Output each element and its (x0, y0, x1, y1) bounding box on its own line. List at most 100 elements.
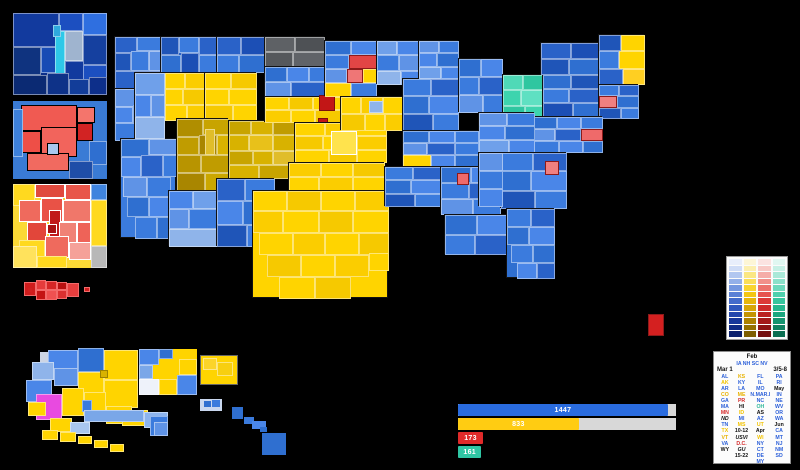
scale-swatch (743, 291, 756, 298)
florida-red-county (648, 314, 664, 336)
bar-row: 1447 (458, 404, 698, 416)
scale-swatch (743, 324, 756, 331)
cal-entry-mo: MO (756, 385, 765, 392)
scale-swatch (743, 259, 756, 265)
cal-entry-oh: OH (756, 404, 765, 411)
scale-swatch (758, 272, 771, 278)
cal-entry-il: IL (758, 379, 763, 386)
scale-swatch (729, 291, 742, 298)
scale-swatch (729, 285, 742, 291)
scale-swatch (772, 318, 785, 324)
scale-swatch (772, 305, 785, 311)
bar-row: 173 (458, 432, 698, 444)
cal-entry-fl: FL (757, 373, 764, 380)
cal-entry-my: MY (756, 458, 765, 465)
scale-swatch (758, 259, 771, 265)
scale-swatch (758, 291, 771, 298)
scale-swatch (772, 311, 785, 318)
scale-swatch (729, 272, 742, 278)
scale-swatch (743, 311, 756, 318)
cal-entry-wy: WY (720, 446, 730, 453)
cal-entry-wi: WI (757, 434, 764, 441)
scale-swatch (729, 305, 742, 311)
cal-entry-tn: TN (721, 422, 729, 429)
scale-swatch (772, 291, 785, 298)
cal-entry-az: AZ (756, 416, 764, 423)
scale-column-yellow-scale (743, 259, 756, 337)
cal-entry-nc: NC (756, 397, 765, 404)
scale-swatch (729, 278, 742, 285)
cal-entry-in: IN (776, 391, 782, 398)
cal-entry-vt: VT (721, 434, 729, 441)
cal-entry-jun: Jun (774, 422, 784, 429)
cal-feb-label: Feb (746, 354, 758, 360)
cal-entry-as: AS (756, 410, 764, 417)
cal-entry-wv: WV (774, 404, 784, 411)
us-county-map (112, 18, 752, 348)
scale-swatch (743, 272, 756, 278)
bar-row: 161 (458, 446, 698, 458)
cal-col-4: PA RI May IN NE WV OR WA Jun CA MT NJ NM SD (771, 374, 787, 465)
bar-candidate-3: 173 (458, 432, 484, 444)
new-england-inset (12, 12, 108, 96)
scale-swatch (758, 298, 771, 305)
cal-entry-dc: D.C. (736, 440, 747, 447)
cal-entry-wa: WA (774, 416, 784, 423)
bar-sanders: 833 (458, 418, 579, 430)
delegate-bar-chart: 1447 833 173 161 (458, 404, 698, 462)
scale-swatch (772, 298, 785, 305)
cal-entry-mn: MN (720, 410, 729, 417)
cal-entry-ne: NE (775, 397, 783, 404)
scale-swatch (758, 285, 771, 291)
cal-entry-va: VA (721, 440, 729, 447)
cal-col-2: KS KY LA ME PR HI ID MI MS 10-12 USVI D.C. GU 15-22 (734, 374, 750, 465)
cal-entry-nmari: N.MAR.I (750, 391, 771, 398)
cal-entry-1522: 15-22 (734, 452, 749, 459)
cal-entry-nj: NJ (775, 440, 783, 447)
cal-entry-tx: TX (721, 428, 729, 435)
scale-swatch (758, 331, 771, 337)
cal-entry-sd: SD (775, 452, 783, 459)
cal-entry-may: May (774, 385, 785, 392)
cal-entry-pr: PR (737, 397, 746, 404)
scale-column-blue-scale (729, 259, 742, 337)
scale-swatch (772, 285, 785, 291)
scale-swatch (758, 311, 771, 318)
boston-metro-inset (12, 100, 108, 180)
scale-swatch (743, 265, 756, 272)
cal-entry-me: ME (737, 391, 746, 398)
cal-entry-ga: GA (720, 397, 729, 404)
cal-entry-ny: NY (756, 440, 764, 447)
scale-swatch (729, 318, 742, 324)
cal-col-3: FL IL MO N.MAR.I NC OH AS AZ UT Apr WI NY CT DE MY (750, 374, 770, 465)
cal-col-1: AL AK AR CO GA MA MN ND TN TX VT VA WY (717, 374, 733, 465)
cal-entry-gu: GU (737, 446, 746, 453)
scale-swatch (772, 324, 785, 331)
bar-value-label: 173 (464, 434, 477, 442)
scale-swatch (743, 331, 756, 337)
bar-row: 833 (458, 418, 698, 430)
cal-entry-ks: KS (737, 373, 746, 380)
puerto-rico-inset (22, 278, 96, 304)
cal-entry-mi: MI (738, 416, 745, 423)
cal-entry-hi: HI (738, 404, 745, 411)
bar-clinton: 1447 (458, 404, 668, 416)
scale-swatch (729, 311, 742, 318)
scale-swatch (729, 331, 742, 337)
primary-calendar-legend: Feb IA NH SC NV Mar 1 3/5-8 AL AK AR CO GA MA… (713, 351, 791, 465)
cal-entry-al: AL (721, 373, 729, 380)
alaska-inset (22, 348, 202, 456)
scale-swatch (743, 318, 756, 324)
cal-entry-mt: MT (775, 434, 783, 441)
scale-swatch (758, 305, 771, 311)
scale-swatch (743, 285, 756, 291)
cal-mar35-label: 3/5-8 (773, 366, 787, 373)
cal-entry-apr: Apr (755, 428, 765, 435)
scale-swatch (772, 278, 785, 285)
cal-entry-usvi: USVI (735, 434, 748, 441)
cal-entry-id: ID (738, 410, 745, 417)
cal-entry-ct: CT (756, 446, 764, 453)
scale-swatch (729, 324, 742, 331)
scale-column-teal-scale (772, 259, 785, 337)
